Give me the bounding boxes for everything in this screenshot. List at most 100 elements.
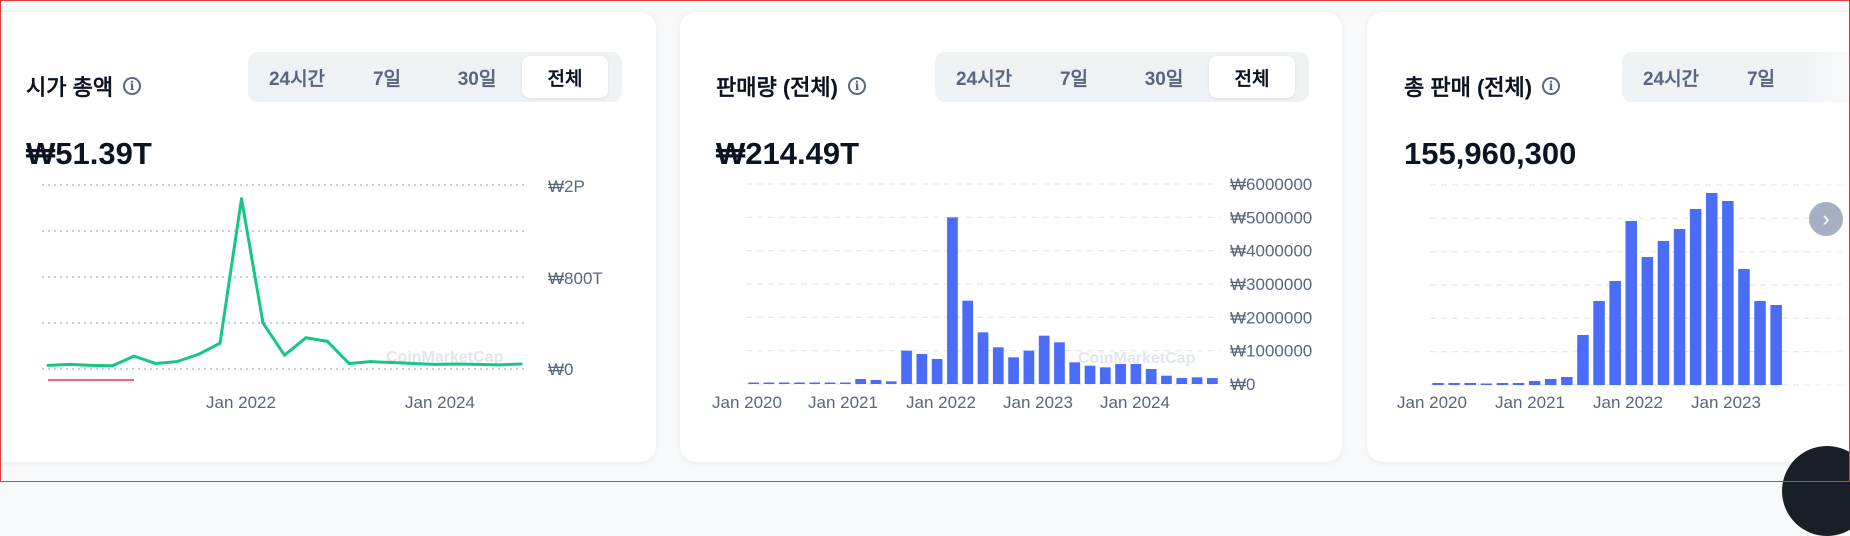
sales-bar <box>1770 305 1782 385</box>
line-point <box>476 362 480 366</box>
line-point <box>326 339 329 343</box>
market-cap-value: ₩51.39T <box>26 136 152 171</box>
x-tick-label: Jan 2023 <box>1691 393 1761 412</box>
tab-30d[interactable]: 30일 <box>457 68 497 90</box>
market-cap-range-tabs: 24시간 7일 30일 전체 <box>248 52 622 102</box>
line-point <box>347 361 351 365</box>
sales-bar <box>1609 281 1621 385</box>
volume-bar <box>1008 357 1019 384</box>
line-point <box>498 363 501 367</box>
total-sales-title-row: 총 판매 (전체) i <box>1404 70 1561 102</box>
volume-bar <box>824 382 836 384</box>
x-tick-label: Jan 2020 <box>712 393 782 412</box>
line-point <box>68 362 71 366</box>
volume-bar <box>1145 369 1157 384</box>
volume-bar <box>1099 367 1111 384</box>
line-point <box>240 197 243 201</box>
tab-24h[interactable]: 24시간 <box>268 68 326 90</box>
volume-bar <box>1191 377 1203 384</box>
sales-bar <box>1512 383 1525 385</box>
volume-bar <box>1054 342 1065 384</box>
line-point <box>412 361 415 365</box>
line-point <box>283 353 286 357</box>
line-point <box>175 360 179 364</box>
tab-7d[interactable]: 7일 <box>1059 68 1089 90</box>
volume-bar <box>778 382 790 384</box>
volume-bar <box>1023 350 1035 384</box>
volume-bar <box>840 382 851 384</box>
y-tick-label: ₩2000000 <box>1230 308 1312 327</box>
volume-bar <box>1207 378 1218 384</box>
sales-bar <box>1528 381 1541 385</box>
line-point <box>154 361 157 365</box>
line-point <box>433 362 437 366</box>
sales-bar <box>1496 383 1509 385</box>
line-point <box>197 352 200 356</box>
volume-bar <box>1038 335 1050 384</box>
tab-7d[interactable]: 7일 <box>372 68 402 90</box>
sales-bar <box>1673 229 1686 385</box>
scroll-fade <box>1797 12 1850 462</box>
sales-bar <box>1593 301 1605 385</box>
sales-bar <box>1545 379 1557 385</box>
sales-bar <box>1480 383 1493 385</box>
sales-bar <box>1754 301 1766 385</box>
volume-bar <box>1084 365 1096 384</box>
line-point <box>89 363 93 367</box>
info-icon[interactable]: i <box>123 77 142 95</box>
volume-bar <box>977 332 989 384</box>
market-cap-line-chart: CoinMarketCap ₩2P ₩800T ₩0 Jan 2022 Jan … <box>42 177 603 412</box>
y-tick-label: ₩5000000 <box>1230 208 1312 227</box>
carousel-next-button[interactable]: › <box>1809 202 1843 236</box>
x-tick-label: Jan 2021 <box>1495 393 1565 412</box>
tab-all[interactable]: 전체 <box>522 56 608 98</box>
line-point <box>111 364 114 368</box>
volume-title-row: 판매량 (전체) i <box>716 70 866 102</box>
x-tick-label: Jan 2024 <box>1100 393 1170 412</box>
y-tick-label: ₩6000000 <box>1230 175 1312 194</box>
volume-bar <box>855 379 867 384</box>
volume-bar <box>809 382 821 384</box>
sales-bar <box>1738 269 1750 385</box>
total-sales-title: 총 판매 (전체) <box>1404 75 1533 100</box>
y-tick-label: ₩4000000 <box>1230 242 1312 261</box>
line-point <box>132 354 136 358</box>
tab-24h[interactable]: 24시간 <box>955 68 1013 90</box>
market-cap-card: 시가 총액 i 24시간 7일 30일 전체 ₩51.39T CoinMarke… <box>0 12 656 462</box>
sales-bar <box>1561 377 1573 385</box>
sales-bar <box>1464 383 1476 385</box>
y-tick-label: ₩0 <box>1230 375 1256 394</box>
sales-bar <box>1577 335 1589 385</box>
sales-bar <box>1641 257 1654 385</box>
volume-bar <box>1161 375 1172 384</box>
tab-7d[interactable]: 7일 <box>1746 68 1776 90</box>
volume-bar <box>947 217 958 384</box>
volume-title: 판매량 (전체) <box>716 75 838 100</box>
volume-bar <box>1176 378 1188 384</box>
line-point <box>261 321 265 325</box>
x-tick-label: Jan 2021 <box>808 393 878 412</box>
volume-bar <box>992 347 1004 384</box>
info-icon[interactable]: i <box>847 77 866 95</box>
volume-bar <box>962 300 974 384</box>
sales-bar <box>1706 193 1718 385</box>
volume-bar <box>1115 364 1126 384</box>
watermark: CoinMarketCap <box>386 349 504 366</box>
volume-bar-chart: CoinMarketCap ₩6000000 ₩5000000 ₩4000000 ₩3… <box>712 175 1312 412</box>
sales-bar <box>1448 383 1460 385</box>
info-icon[interactable]: i <box>1542 77 1561 95</box>
volume-bar <box>870 380 882 384</box>
volume-bar <box>901 350 912 384</box>
sales-bar <box>1625 221 1637 385</box>
sales-bar <box>1657 241 1670 385</box>
y-tick-label: ₩3000000 <box>1230 275 1312 294</box>
tab-30d[interactable]: 30일 <box>1144 68 1184 90</box>
sales-bar <box>1689 209 1702 385</box>
x-tick-label: Jan 2022 <box>206 393 276 412</box>
line-point <box>390 361 394 365</box>
tab-24h[interactable]: 24시간 <box>1642 68 1700 90</box>
volume-bar <box>763 382 775 384</box>
line-point <box>369 360 372 364</box>
market-cap-title-row: 시가 총액 i <box>26 70 142 102</box>
tab-all[interactable]: 전체 <box>1209 56 1295 98</box>
